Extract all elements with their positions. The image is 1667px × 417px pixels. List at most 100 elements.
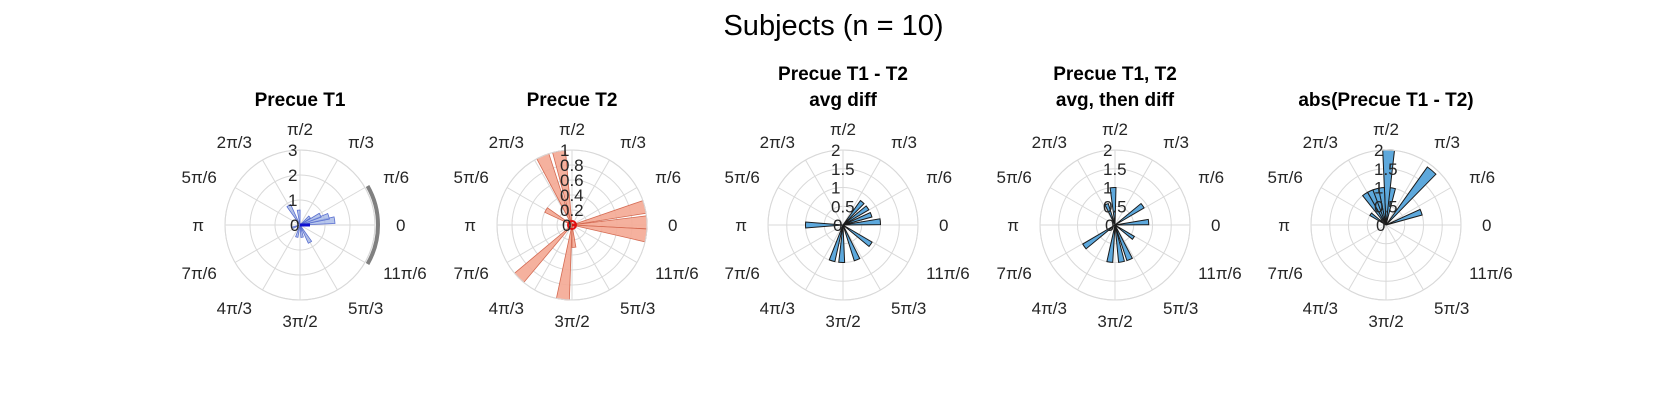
angle-tick-label: 0: [1482, 216, 1491, 235]
angle-tick-label: 5π/6: [996, 168, 1031, 187]
angle-tick-label: 0: [668, 216, 677, 235]
angle-tick-label: 2π/3: [217, 133, 252, 152]
angular-grid-spoke: [571, 159, 610, 226]
angle-tick-label: π/3: [1434, 133, 1460, 152]
angle-tick-label: 5π/6: [453, 168, 488, 187]
histogram-bin: [842, 218, 882, 226]
angle-tick-label: 2π/3: [1032, 133, 1067, 152]
angular-grid-spoke: [805, 159, 844, 226]
radial-tick-label: 0.5: [1103, 197, 1127, 216]
angular-grid-spoke: [1385, 224, 1424, 291]
angular-grid-spoke: [534, 159, 573, 226]
angle-tick-label: 5π/6: [724, 168, 759, 187]
angle-tick-label: π/3: [1163, 133, 1189, 152]
histogram-bin: [1385, 166, 1437, 226]
histogram-bin: [842, 199, 865, 226]
histogram-bin: [1114, 202, 1145, 226]
angle-tick-label: 7π/6: [1267, 264, 1302, 283]
plot-title-line: Precue T1: [255, 90, 346, 111]
angle-tick-label: 11π/6: [655, 264, 699, 283]
radial-tick-label: 2: [1374, 141, 1383, 160]
histogram-bin: [292, 224, 301, 229]
angle-tick-label: 7π/6: [724, 264, 759, 283]
histogram-bin: [838, 224, 846, 263]
histogram-bin: [299, 224, 313, 244]
angle-tick-label: 4π/3: [217, 299, 252, 318]
angle-tick-label: 3π/2: [1097, 312, 1132, 331]
angular-grid-spoke: [571, 224, 610, 291]
angle-tick-label: π/6: [655, 168, 681, 187]
outer-circle: [224, 149, 376, 301]
outer-circle: [496, 149, 648, 301]
angle-tick-label: 0: [939, 216, 948, 235]
angle-tick-label: 7π/6: [181, 264, 216, 283]
angular-grid-spoke: [299, 159, 338, 226]
radial-tick-label: 0: [290, 216, 299, 235]
angle-tick-label: π/2: [559, 120, 585, 139]
radial-tick-label: 0.5: [831, 197, 855, 216]
radial-tick-label: 0: [1376, 216, 1385, 235]
angular-grid-spoke: [234, 187, 301, 226]
angle-tick-label: π/2: [287, 120, 313, 139]
radial-tick-label: 1.5: [1374, 160, 1398, 179]
angular-grid-spoke: [506, 224, 573, 263]
angle-tick-label: 3π/2: [554, 312, 589, 331]
angle-tick-label: π/6: [1469, 168, 1495, 187]
angular-grid-spoke: [262, 224, 301, 291]
angle-tick-label: 5π/3: [1434, 299, 1469, 318]
angular-grid-spoke: [1348, 224, 1387, 291]
angular-grid-spoke: [842, 224, 881, 291]
angle-tick-label: 4π/3: [1032, 299, 1067, 318]
histogram-bin: [1114, 224, 1133, 262]
polar-plot-5: abs(Precue T1 - T2)00.511.520π/6π/3π/22π…: [1267, 90, 1512, 331]
angular-grid-spoke: [299, 224, 366, 263]
angular-grid-spoke: [1077, 224, 1116, 291]
angle-tick-label: 4π/3: [1303, 299, 1338, 318]
angular-grid-spoke: [571, 187, 638, 226]
angle-tick-label: 2π/3: [760, 133, 795, 152]
histogram-bin: [295, 224, 301, 238]
angular-grid-spoke: [1114, 224, 1153, 291]
histogram-bin: [1114, 224, 1125, 263]
histogram-bin: [828, 224, 844, 263]
angle-tick-label: π/3: [620, 133, 646, 152]
histogram-bin: [1082, 224, 1116, 250]
angle-tick-label: 5π/6: [181, 168, 216, 187]
radial-tick-label: 1.5: [1103, 160, 1127, 179]
plot-title-line: avg diff: [809, 90, 877, 111]
histogram-bin: [299, 212, 322, 226]
angle-tick-label: π/6: [383, 168, 409, 187]
angular-grid-spoke: [571, 224, 638, 263]
histogram-bin: [544, 207, 573, 226]
angle-tick-label: 5π/6: [1267, 168, 1302, 187]
angle-tick-label: 7π/6: [996, 264, 1031, 283]
radial-tick-label: 2: [288, 166, 297, 185]
radial-tick-label: 0: [1105, 216, 1114, 235]
histogram-bin: [842, 224, 873, 248]
angle-tick-label: 11π/6: [926, 264, 970, 283]
angle-tick-label: 11π/6: [1469, 264, 1513, 283]
angular-grid-spoke: [1385, 187, 1452, 226]
angle-tick-label: 7π/6: [453, 264, 488, 283]
angle-tick-label: 4π/3: [760, 299, 795, 318]
histogram-bin: [299, 224, 304, 238]
angular-grid-spoke: [534, 224, 573, 291]
plot-title-line: Precue T2: [527, 90, 618, 111]
radial-tick-label: 1: [831, 179, 840, 198]
polar-plot-2: Precue T200.20.40.60.810π/6π/3π/22π/35π/…: [453, 90, 698, 331]
angular-grid-spoke: [805, 224, 844, 291]
plot-title-line: Precue T1 - T2: [778, 64, 908, 85]
radial-tick-label: 1: [560, 141, 569, 160]
radial-tick-label: 3: [288, 141, 297, 160]
angle-tick-label: π: [1007, 216, 1019, 235]
radial-tick-label: 0: [562, 216, 571, 235]
radial-tick-label: 0.2: [560, 201, 584, 220]
angle-tick-label: 0: [1211, 216, 1220, 235]
plot-title-line: abs(Precue T1 - T2): [1298, 90, 1473, 111]
angular-grid-spoke: [1385, 224, 1452, 263]
histogram-bin: [286, 204, 301, 226]
angle-tick-label: 4π/3: [489, 299, 524, 318]
histogram-bin: [1114, 218, 1150, 226]
